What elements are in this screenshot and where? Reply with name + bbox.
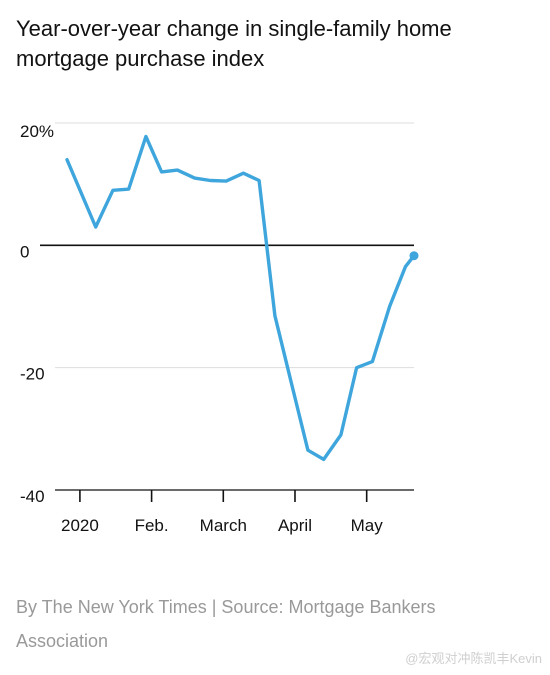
series-layer (65, 134, 419, 462)
gridlines (40, 122, 414, 491)
y-tick-label: -40 (20, 487, 45, 506)
x-tick-label: April (278, 516, 312, 535)
last-point-marker (409, 251, 419, 261)
y-tick-label: -20 (20, 365, 45, 384)
y-tick-label: 20% (20, 122, 54, 141)
axis-ticks: 20% 0 -20 -40 2020 Feb. March April May (20, 122, 383, 535)
x-tick-label: Feb. (135, 516, 169, 535)
source-credit: By The New York Times | Source: Mortgage… (16, 597, 436, 651)
x-tick-label: May (351, 516, 384, 535)
y-tick-label: 0 (20, 242, 29, 261)
x-tick-label: 2020 (61, 516, 99, 535)
chart-title: Year-over-year change in single-family h… (16, 16, 452, 71)
watermark: @宏观对冲陈凯丰Kevin (405, 651, 542, 666)
x-tick-label: March (200, 516, 247, 535)
series-line (65, 134, 416, 462)
line-chart: 20% 0 -20 -40 2020 Feb. March April May (20, 122, 419, 535)
